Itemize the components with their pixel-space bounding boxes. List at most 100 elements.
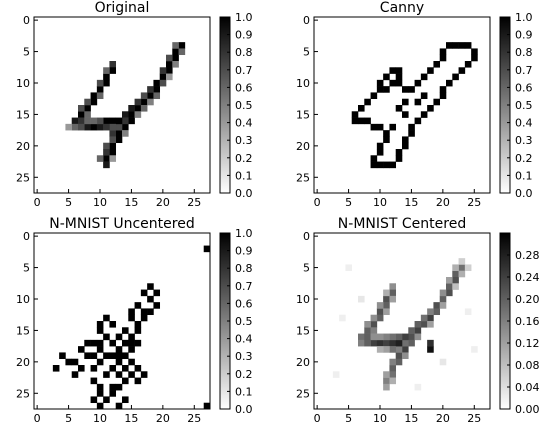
pixel	[389, 295, 397, 303]
pixel	[433, 61, 441, 68]
pixel	[389, 67, 397, 74]
pixel	[103, 371, 110, 378]
pixel	[71, 117, 79, 125]
pixel	[364, 339, 371, 347]
pixel	[84, 117, 91, 125]
colorbar-tick-label: 0.6	[235, 81, 253, 94]
y-tick-label: 10	[16, 77, 30, 90]
pixel	[90, 377, 98, 385]
pixel	[128, 333, 135, 341]
colorbar-tick-label: 0.12	[515, 337, 540, 350]
pixel	[134, 365, 142, 372]
x-tick-label: 15	[404, 196, 418, 209]
pixel	[115, 333, 123, 341]
chart-title: N-MNIST Centered	[338, 216, 466, 232]
pixel	[439, 358, 447, 366]
pixel	[376, 314, 384, 322]
pixel	[122, 117, 129, 125]
pixel	[471, 48, 478, 56]
y-tick-label: 5	[303, 262, 310, 275]
pixel	[78, 346, 85, 353]
pixel	[389, 283, 397, 290]
pixel	[153, 289, 161, 297]
pixel	[96, 327, 104, 334]
colorbar-tick-label: 0.4	[235, 117, 253, 130]
colorbar-tick-label: 0.00	[515, 403, 540, 416]
colorbar-tick-label: 0.8	[235, 46, 253, 59]
pixel	[103, 161, 110, 169]
pixel	[128, 371, 135, 378]
pixel	[78, 365, 85, 372]
pixel	[414, 79, 422, 87]
pixel	[395, 155, 403, 162]
pixel	[358, 333, 365, 341]
pixel	[140, 371, 148, 378]
pixel	[383, 295, 390, 303]
pixel	[427, 105, 434, 112]
plot-frame	[33, 232, 211, 410]
pixel	[128, 346, 135, 353]
pixel	[376, 346, 384, 353]
pixel	[439, 302, 447, 309]
pixel	[103, 396, 110, 404]
pixel	[364, 117, 371, 125]
colorbar-tick-label: 0.7	[235, 64, 253, 77]
pixel	[402, 339, 409, 347]
pixel	[358, 295, 365, 303]
colorbar-tick-label: 0.9	[235, 29, 253, 42]
pixel	[389, 358, 397, 366]
pixel	[122, 130, 129, 137]
pixel	[159, 67, 167, 74]
pixel	[376, 79, 384, 87]
y-tick-label: 10	[16, 293, 30, 306]
pixel	[376, 161, 384, 169]
x-tick-label: 10	[373, 196, 387, 209]
x-tick-label: 5	[345, 196, 352, 209]
pixel	[153, 86, 161, 93]
pixel	[153, 302, 161, 309]
pixel	[364, 321, 371, 328]
pixel	[59, 352, 66, 360]
pixel	[115, 352, 123, 360]
pixel	[103, 73, 110, 81]
pixel	[332, 371, 340, 378]
x-tick-label: 25	[467, 412, 481, 425]
x-tick-label: 0	[34, 412, 41, 425]
x-tick-label: 25	[187, 196, 201, 209]
pixel	[383, 130, 390, 137]
pixel	[134, 105, 142, 112]
colorbar-tick-label: 0.6	[515, 81, 533, 94]
pixel	[358, 117, 365, 125]
pixel	[84, 111, 91, 118]
pixel	[414, 117, 422, 125]
pixel	[178, 48, 186, 56]
pixel	[446, 277, 453, 284]
pixel	[402, 142, 409, 150]
pixel	[464, 61, 472, 68]
pixel	[140, 308, 148, 316]
x-tick-label: 15	[124, 196, 138, 209]
pixel	[420, 314, 428, 322]
x-tick-label: 25	[467, 196, 481, 209]
pixel	[96, 339, 104, 347]
x-tick-label: 5	[65, 196, 72, 209]
pixel	[203, 402, 211, 410]
pixel	[90, 396, 98, 404]
pixel	[389, 161, 397, 169]
pixel	[172, 48, 179, 56]
pixel	[109, 123, 117, 131]
pixel	[122, 365, 129, 372]
pixel	[71, 358, 79, 366]
colorbar-tick-label: 0.5	[515, 99, 533, 112]
pixel	[414, 98, 422, 106]
colorbar-tick-label: 0.8	[235, 262, 253, 275]
pixel	[109, 142, 117, 150]
pixel	[96, 390, 104, 397]
pixel	[395, 149, 403, 156]
pixel	[389, 289, 397, 297]
pixel	[383, 136, 390, 144]
pixel	[115, 383, 123, 391]
pixel	[452, 73, 459, 81]
pixel	[128, 314, 135, 322]
x-tick-label: 20	[436, 412, 450, 425]
